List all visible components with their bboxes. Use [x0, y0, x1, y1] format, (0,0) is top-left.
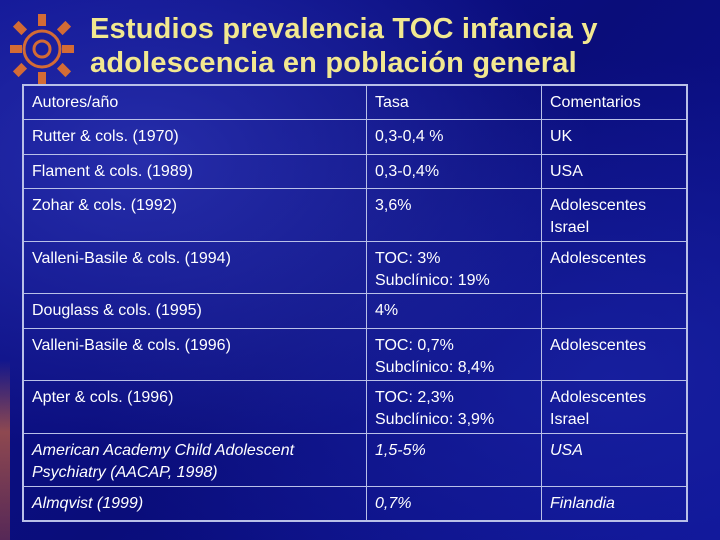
rate-line: 0,7% — [375, 494, 412, 512]
header-comments: Comentarios — [541, 84, 687, 121]
cell-comment: USA — [541, 153, 687, 190]
comment-line: USA — [550, 441, 583, 459]
cell-author: Rutter & cols. (1970) — [23, 119, 367, 155]
cell-rate: 0,7% — [366, 485, 542, 522]
table-row: Douglass & cols. (1995) 4% — [23, 293, 687, 329]
comment-line: Adolescentes — [550, 249, 647, 267]
cell-comment — [541, 293, 687, 329]
decorative-side-bar — [0, 360, 10, 540]
cell-author: Valleni-Basile & cols. (1994) — [23, 240, 367, 295]
cell-rate: TOC: 2,3% Subclínico: 3,9% — [366, 380, 542, 434]
cell-comment: Adolescentes — [541, 327, 687, 382]
prevalence-table: Autores/año Tasa Comentarios Rutter & co… — [22, 84, 688, 522]
cell-comment: USA — [541, 432, 687, 487]
header-rate: Tasa — [366, 84, 542, 121]
table-row: Rutter & cols. (1970) 0,3-0,4 % UK — [23, 119, 687, 155]
rate-line: 3,6% — [375, 197, 412, 215]
rate-line: TOC: 3% — [375, 249, 441, 267]
table-row: Zohar & cols. (1992) 3,6% Adolescentes Isra… — [23, 188, 687, 242]
cell-rate: 4% — [366, 293, 542, 329]
rate-line: TOC: 0,7% — [375, 336, 454, 354]
gear-icon — [10, 14, 74, 84]
comment-line: USA — [550, 162, 583, 180]
comment-line: Adolescentes — [550, 336, 647, 354]
table-row: Flament & cols. (1989) 0,3-0,4% USA — [23, 153, 687, 190]
cell-rate: 1,5-5% — [366, 432, 542, 487]
rate-line: Subclínico: 3,9% — [375, 411, 495, 429]
cell-rate: TOC: 3% Subclínico: 19% — [366, 240, 542, 295]
cell-author: Valleni-Basile & cols. (1996) — [23, 327, 367, 382]
table-row: Valleni-Basile & cols. (1996) TOC: 0,7% Su… — [23, 327, 687, 382]
table-header-row: Autores/año Tasa Comentarios — [23, 84, 687, 121]
cell-comment: Adolescentes Israel — [541, 188, 687, 242]
table-row: Almqvist (1999) 0,7% Finlandia — [23, 485, 687, 522]
comment-line: Adolescentes — [550, 389, 647, 407]
table-row: Apter & cols. (1996) TOC: 2,3% Subclínico:… — [23, 380, 687, 434]
cell-author: Almqvist (1999) — [23, 485, 367, 522]
cell-author: American Academy Child Adolescent Psychi… — [23, 432, 367, 487]
cell-author: Douglass & cols. (1995) — [23, 293, 367, 329]
rate-line: Subclínico: 19% — [375, 271, 490, 289]
cell-comment: Finlandia — [541, 485, 687, 522]
comment-line: Adolescentes — [550, 197, 647, 215]
cell-author: Flament & cols. (1989) — [23, 153, 367, 190]
rate-line: 1,5-5% — [375, 441, 426, 459]
cell-rate: 0,3-0,4 % — [366, 119, 542, 155]
cell-comment: Adolescentes Israel — [541, 380, 687, 434]
rate-line: Subclínico: 8,4% — [375, 358, 495, 376]
cell-author: Apter & cols. (1996) — [23, 380, 367, 434]
table-row: Valleni-Basile & cols. (1994) TOC: 3% Subc… — [23, 240, 687, 295]
rate-line: 0,3-0,4 % — [375, 128, 444, 146]
slide-title: Estudios prevalencia TOC infancia y adol… — [90, 13, 598, 79]
cell-rate: 3,6% — [366, 188, 542, 242]
comment-line: Finlandia — [550, 494, 615, 512]
comment-line: Israel — [550, 411, 590, 429]
cell-comment: UK — [541, 119, 687, 155]
cell-author: Zohar & cols. (1992) — [23, 188, 367, 242]
cell-comment: Adolescentes — [541, 240, 687, 295]
rate-line: TOC: 2,3% — [375, 389, 454, 407]
header-authors: Autores/año — [23, 84, 367, 121]
rate-line: 0,3-0,4% — [375, 162, 440, 180]
cell-rate: 0,3-0,4% — [366, 153, 542, 190]
rate-line: 4% — [375, 302, 399, 320]
comment-line: Israel — [550, 219, 590, 237]
cell-rate: TOC: 0,7% Subclínico: 8,4% — [366, 327, 542, 382]
comment-line: UK — [550, 128, 573, 146]
table-row: American Academy Child Adolescent Psychi… — [23, 432, 687, 487]
